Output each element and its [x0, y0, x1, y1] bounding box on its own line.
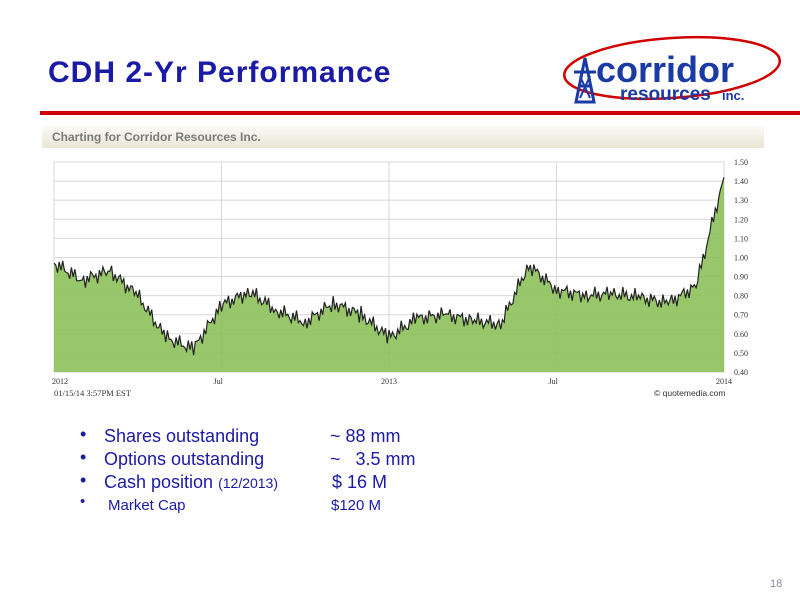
y-tick-label: 0.40: [734, 368, 748, 377]
company-logo: corridor resources inc.: [562, 35, 782, 105]
y-tick-label: 1.40: [734, 177, 748, 186]
bullet-value: ~ 88 mm: [330, 426, 401, 446]
x-tick-label: 2013: [381, 377, 397, 386]
chart-caption: Charting for Corridor Resources Inc.: [52, 130, 261, 144]
y-tick-label: 1.20: [734, 215, 748, 224]
page-number: 18: [770, 578, 783, 590]
bullet-label: Cash position (12/2013): [104, 472, 278, 493]
bullet-shares-outstanding: • Shares outstanding ~ 88 mm: [80, 424, 520, 447]
logo-text-main: corridor: [596, 49, 734, 90]
key-facts-list: • Shares outstanding ~ 88 mm • Options o…: [80, 424, 520, 516]
bullet-marker: •: [80, 447, 87, 467]
bullet-marker: •: [80, 470, 87, 490]
y-tick-label: 1.00: [734, 253, 748, 262]
y-tick-label: 1.30: [734, 196, 748, 205]
bullet-marker: •: [80, 424, 87, 444]
price-line: [53, 177, 725, 356]
y-tick-label: 1.50: [734, 158, 748, 167]
bullet-cash-position: • Cash position (12/2013) $ 16 M: [80, 470, 520, 493]
price-area: [54, 177, 724, 372]
slide-title: CDH 2-Yr Performance: [48, 56, 392, 89]
y-tick-label: 0.80: [734, 292, 748, 301]
bullet-value: $120 M: [331, 497, 382, 514]
x-tick-label: 2014: [716, 377, 732, 386]
y-tick-label: 0.50: [734, 349, 748, 358]
y-tick-label: 0.60: [734, 330, 748, 339]
stock-chart: Charting for Corridor Resources Inc. 1.5…: [42, 126, 764, 408]
y-tick-label: 0.90: [734, 273, 748, 282]
title-divider: [40, 111, 800, 115]
y-tick-label: 1.10: [734, 234, 748, 243]
logo-text-sub: resources: [620, 84, 711, 105]
chart-plot: 1.50 1.40 1.30 1.20 1.10 1.00 0.90 0.80 0.70 0.60…: [52, 158, 748, 398]
bullet-market-cap: • Market Cap $120 M: [80, 493, 520, 516]
bullet-value: ~ 3.5 mm: [330, 449, 416, 469]
bullet-qualifier: (12/2013): [218, 475, 279, 491]
logo-text-suffix: inc.: [722, 88, 744, 103]
bullet-value: $ 16 M: [332, 472, 388, 492]
x-tick-label: Jul: [549, 377, 559, 386]
y-tick-label: 0.70: [734, 311, 748, 320]
bullet-label: Shares outstanding: [104, 426, 260, 446]
bullet-label: Market Cap: [108, 497, 186, 514]
chart-timestamp: 01/15/14 3:57PM EST: [54, 388, 132, 398]
bullet-label: Options outstanding: [104, 449, 265, 469]
x-tick-label: Jul: [214, 377, 224, 386]
x-tick-label: 2012: [52, 377, 68, 386]
bullet-marker: •: [80, 493, 86, 510]
chart-header-bar: Charting for Corridor Resources Inc.: [42, 126, 764, 148]
bullet-options-outstanding: • Options outstanding ~ 3.5 mm: [80, 447, 520, 470]
derrick-icon: [574, 57, 596, 104]
bullet-label-text: Cash position: [104, 472, 219, 492]
logo-oval: [562, 35, 782, 101]
chart-source: © quotemedia.com: [654, 388, 725, 398]
